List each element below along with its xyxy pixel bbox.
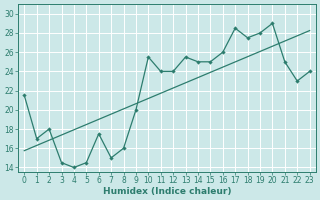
X-axis label: Humidex (Indice chaleur): Humidex (Indice chaleur) bbox=[103, 187, 231, 196]
